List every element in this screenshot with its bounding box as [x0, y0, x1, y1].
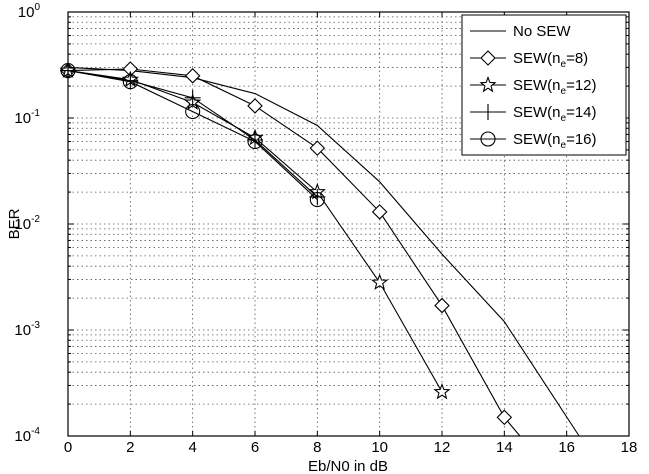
y-tick-label: 10-2 [14, 214, 40, 233]
x-tick-label: 4 [188, 439, 196, 456]
diamond-marker [434, 297, 450, 314]
y-tick-label: 10-3 [14, 320, 40, 339]
legend-item: No SEW [470, 23, 571, 40]
legend-label: No SEW [513, 23, 571, 40]
diamond-marker [496, 409, 513, 426]
diamond-marker [309, 140, 326, 156]
x-tick-label: 2 [126, 439, 134, 456]
x-axis-label: Eb/N0 in dB [308, 458, 388, 474]
star-marker [371, 273, 389, 290]
legend-item: SEW(ne=16) [470, 131, 597, 151]
legend: No SEW SEW(ne=8) SEW(ne=12) SEW(ne=14) SEW(n… [461, 14, 627, 156]
plus-marker [184, 89, 201, 106]
diamond-marker [247, 98, 263, 114]
series-no-sew [67, 66, 580, 437]
star-marker [433, 382, 451, 400]
x-tick-label: 0 [64, 439, 72, 456]
series-line [67, 70, 318, 200]
y-axis-label: BER [6, 208, 23, 239]
legend-item: SEW(ne=14) [470, 104, 597, 124]
x-tick-label: 14 [496, 439, 513, 456]
y-tick-label: 10-1 [14, 108, 40, 127]
circle-marker [247, 133, 263, 150]
series-layer [59, 61, 580, 437]
x-tick-label: 18 [621, 439, 638, 456]
legend-label: SEW(ne=16) [513, 131, 597, 151]
diamond-marker [371, 204, 388, 220]
diamond-marker [480, 50, 496, 66]
legend-item: SEW(ne=12) [470, 75, 597, 97]
diamond-marker [184, 68, 201, 84]
series-line [67, 66, 580, 437]
series-line [67, 70, 443, 393]
legend-label: SEW(ne=12) [513, 77, 597, 97]
legend-label: SEW(ne=14) [513, 104, 597, 124]
grid-layer [68, 12, 629, 436]
legend-item: SEW(ne=8) [470, 50, 588, 70]
circle-marker [309, 192, 325, 208]
x-tick-label: 12 [434, 439, 451, 456]
x-tick-label: 16 [558, 439, 575, 456]
tick-layer: 0 2 4 6 8 10 12 14 16 18 100 10-1 10-2 10-3 10-4 [14, 2, 637, 456]
circle-marker [122, 74, 138, 90]
y-tick-label: 10-4 [14, 426, 40, 445]
y-tick-label: 100 [18, 2, 41, 21]
plus-marker [480, 104, 496, 120]
circle-marker [480, 131, 496, 147]
x-tick-label: 10 [371, 439, 388, 456]
star-marker [479, 75, 497, 93]
circle-marker [185, 104, 201, 120]
x-tick-label: 6 [251, 439, 259, 456]
plus-marker [309, 188, 326, 205]
legend-label: SEW(ne=8) [513, 50, 588, 70]
series-line [67, 68, 521, 437]
x-tick-label: 8 [313, 439, 321, 456]
